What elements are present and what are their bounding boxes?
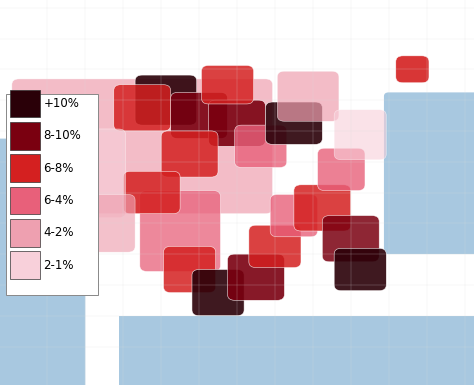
Bar: [10, 154, 40, 182]
Bar: [10, 122, 40, 150]
Text: +10%: +10%: [44, 97, 80, 110]
FancyBboxPatch shape: [334, 248, 386, 291]
FancyBboxPatch shape: [294, 185, 351, 231]
FancyBboxPatch shape: [164, 246, 216, 293]
FancyBboxPatch shape: [123, 171, 180, 214]
FancyBboxPatch shape: [192, 270, 244, 316]
FancyBboxPatch shape: [249, 225, 301, 268]
FancyBboxPatch shape: [140, 191, 220, 271]
FancyBboxPatch shape: [322, 216, 379, 262]
FancyBboxPatch shape: [201, 65, 254, 104]
FancyBboxPatch shape: [135, 75, 197, 125]
Bar: [10, 251, 40, 279]
Text: 4-2%: 4-2%: [44, 226, 74, 239]
FancyBboxPatch shape: [228, 254, 284, 300]
Text: 6-4%: 6-4%: [44, 194, 74, 207]
FancyBboxPatch shape: [384, 92, 474, 254]
FancyBboxPatch shape: [277, 71, 339, 121]
FancyBboxPatch shape: [334, 110, 386, 160]
Bar: [118, 316, 474, 385]
FancyBboxPatch shape: [318, 148, 365, 191]
FancyBboxPatch shape: [0, 139, 85, 385]
FancyBboxPatch shape: [209, 100, 265, 146]
Text: 6-8%: 6-8%: [44, 162, 74, 175]
FancyBboxPatch shape: [161, 131, 218, 177]
FancyBboxPatch shape: [171, 92, 228, 139]
FancyBboxPatch shape: [114, 85, 171, 131]
Bar: [10, 187, 40, 214]
FancyBboxPatch shape: [64, 129, 126, 218]
Bar: [6, 94, 98, 295]
Bar: [10, 219, 40, 247]
Text: 8-10%: 8-10%: [44, 129, 82, 142]
FancyBboxPatch shape: [396, 56, 429, 83]
Bar: [10, 90, 40, 117]
FancyBboxPatch shape: [12, 79, 273, 214]
FancyBboxPatch shape: [265, 102, 322, 144]
FancyBboxPatch shape: [270, 194, 318, 237]
Text: 2-1%: 2-1%: [44, 259, 74, 272]
FancyBboxPatch shape: [235, 125, 287, 167]
FancyBboxPatch shape: [73, 194, 135, 252]
